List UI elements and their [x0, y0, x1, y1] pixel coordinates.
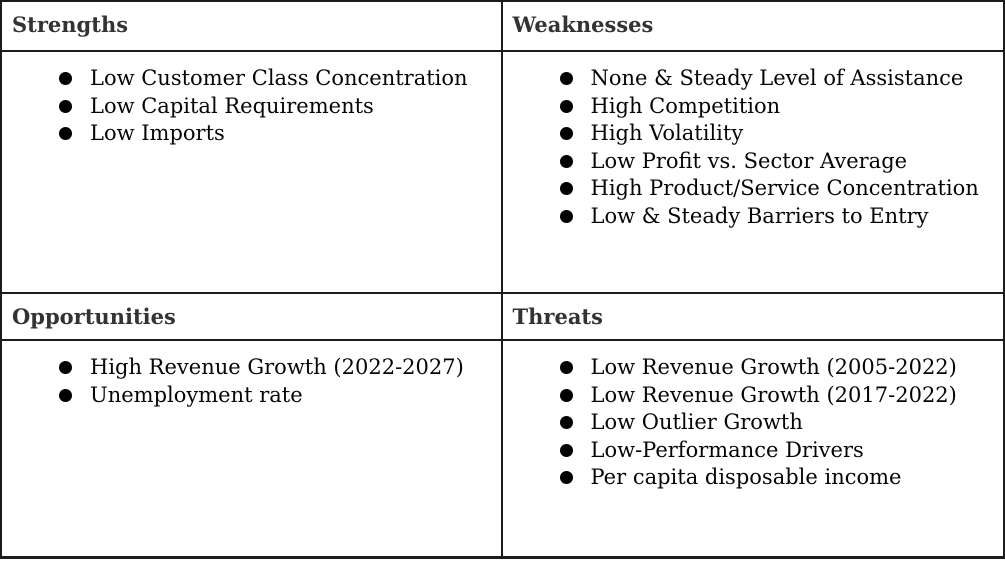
threats-title: Threats: [512, 304, 603, 329]
list-item: Low Imports: [59, 120, 486, 148]
weaknesses-header-cell: Weaknesses: [502, 2, 1003, 52]
list-item: Low Outlier Growth: [559, 409, 987, 437]
list-item: Low-Performance Drivers: [559, 437, 987, 465]
threats-list: Low Revenue Growth (2005-2022) Low Revenu…: [503, 354, 996, 492]
list-item: Low Revenue Growth (2005-2022): [559, 354, 987, 382]
list-item: High Volatility: [559, 120, 987, 148]
opportunities-title: Opportunities: [12, 304, 176, 329]
weaknesses-title: Weaknesses: [512, 12, 654, 37]
list-item: High Revenue Growth (2022-2027): [59, 354, 486, 382]
list-item: Low Capital Requirements: [59, 93, 486, 121]
list-item: Low Revenue Growth (2017-2022): [559, 382, 987, 410]
list-item: None & Steady Level of Assistance: [559, 65, 987, 93]
strengths-header-cell: Strengths: [2, 2, 503, 52]
strengths-list: Low Customer Class Concentration Low Capi…: [2, 65, 493, 148]
strengths-title: Strengths: [12, 12, 129, 37]
list-item: Low Profit vs. Sector Average: [559, 148, 987, 176]
weaknesses-list: None & Steady Level of Assistance High Co…: [503, 65, 996, 230]
threats-content-cell: Low Revenue Growth (2005-2022) Low Revenu…: [503, 341, 1004, 556]
strengths-content-cell: Low Customer Class Concentration Low Capi…: [2, 52, 503, 294]
opportunities-header-cell: Opportunities: [2, 294, 503, 341]
list-item: Low & Steady Barriers to Entry: [559, 203, 987, 231]
weaknesses-content-cell: None & Steady Level of Assistance High Co…: [502, 52, 1003, 294]
opportunities-content-cell: High Revenue Growth (2022-2027) Unemploym…: [2, 341, 503, 556]
threats-header-cell: Threats: [502, 294, 1003, 341]
list-item: Per capita disposable income: [559, 464, 987, 492]
list-item: High Competition: [559, 93, 987, 121]
list-item: Unemployment rate: [59, 382, 486, 410]
list-item: High Product/Service Concentration: [559, 175, 987, 203]
opportunities-list: High Revenue Growth (2022-2027) Unemploym…: [2, 354, 493, 409]
list-item: Low Customer Class Concentration: [59, 65, 486, 93]
